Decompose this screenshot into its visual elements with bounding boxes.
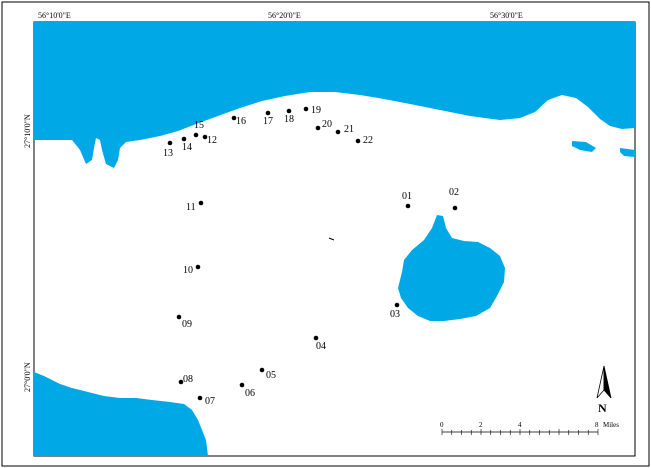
scale-unit: Miles [603,421,619,429]
station-14-label: 14 [182,142,192,153]
station-21-point[interactable] [335,129,341,135]
station-09-label: 09 [182,319,192,330]
station-07-point[interactable] [197,395,203,401]
station-16-point[interactable] [231,115,237,121]
station-10-label: 10 [183,265,193,276]
station-03-point[interactable] [394,302,400,308]
station-04-point[interactable] [313,335,319,341]
station-21-label: 21 [344,124,354,135]
coord-left-upper: 27°10'0"N [23,114,32,148]
station-22-label: 22 [363,135,373,146]
station-19-point[interactable] [303,106,309,112]
stations-layer: 01 02 03 04 05 06 07 08 09 10 11 12 13 1… [163,105,459,407]
islet-edge [620,148,635,157]
north-arrow-label: N [598,401,607,415]
coord-top-left: 56°10'0"E [38,11,71,20]
station-06-label: 06 [245,388,255,399]
north-arrow-icon: N [596,365,612,415]
station-19-label: 19 [311,105,321,116]
station-06-point[interactable] [239,382,245,388]
station-05-point[interactable] [259,367,265,373]
station-16-label: 16 [236,116,246,127]
coord-top-middle: 56°20'0"E [268,11,301,20]
southwestern-sea [34,372,208,456]
station-10-point[interactable] [195,264,201,270]
station-05-label: 05 [266,370,276,381]
station-17-label: 17 [263,116,273,127]
scale-tick-0: 0 [440,421,444,429]
station-18-point[interactable] [286,108,292,114]
station-02-point[interactable] [452,205,458,211]
northern-sea [34,22,635,168]
station-03-label: 03 [390,309,400,320]
station-22-point[interactable] [355,138,361,144]
station-12-point[interactable] [202,134,208,140]
islet-east [572,141,596,152]
station-09-point[interactable] [176,314,182,320]
scale-tick-2: 2 [479,421,483,429]
scale-minor-ticks [441,429,599,435]
station-07-label: 07 [205,396,215,407]
central-lake [398,215,505,321]
station-15-point[interactable] [193,132,199,138]
station-04-label: 04 [316,341,326,352]
station-11-label: 11 [186,202,196,213]
station-17-point[interactable] [265,110,271,116]
station-20-point[interactable] [315,125,321,131]
station-18-label: 18 [284,114,294,125]
coord-left-lower: 27°0'0"N [23,362,32,392]
station-13-point[interactable] [167,140,173,146]
station-08-point[interactable] [178,379,184,385]
coord-top-right: 56°30'0"E [490,11,523,20]
small-mark [328,237,335,241]
station-15-label: 15 [194,120,204,131]
station-20-label: 20 [322,119,332,130]
station-08-label: 08 [183,374,193,385]
station-11-point[interactable] [198,200,204,206]
station-14-point[interactable] [181,136,187,142]
scale-tick-4: 4 [518,421,522,429]
station-02-label: 02 [449,187,459,198]
water-layer [34,22,635,456]
station-13-label: 13 [163,148,173,159]
scale-tick-8: 8 [595,421,599,429]
station-01-label: 01 [402,191,412,202]
station-12-label: 12 [207,135,217,146]
scale-bar: 0 2 4 8 Miles [440,421,619,435]
station-01-point[interactable] [405,203,411,209]
